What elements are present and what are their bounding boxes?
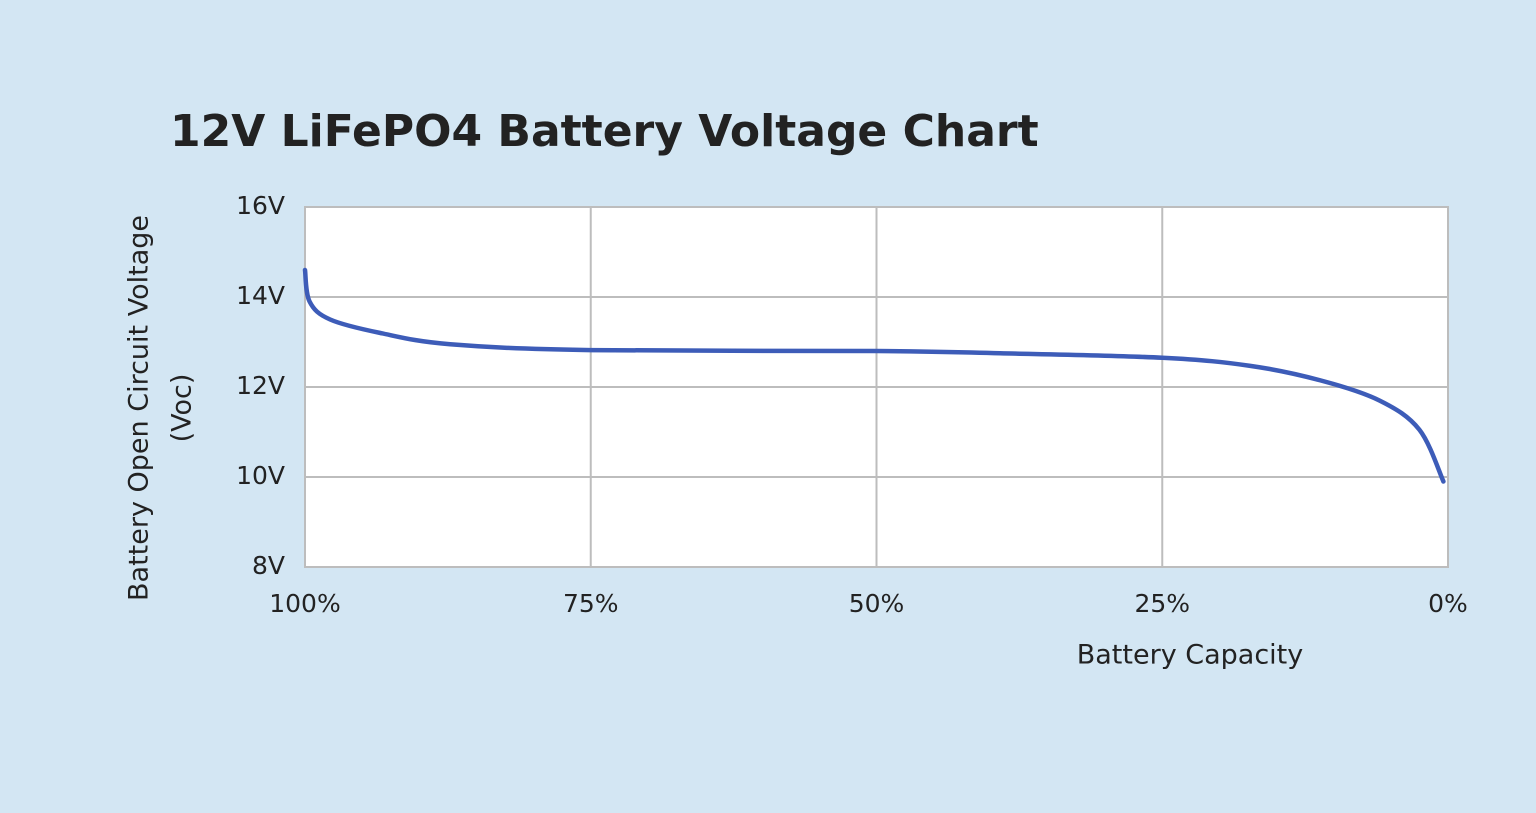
y-tick-label: 16V — [236, 191, 285, 220]
x-tick-label: 50% — [849, 589, 905, 618]
y-tick-label: 10V — [236, 461, 285, 490]
chart-title: 12V LiFePO4 Battery Voltage Chart — [170, 106, 1039, 157]
y-tick-label: 8V — [252, 551, 285, 580]
x-tick-label: 0% — [1428, 589, 1468, 618]
x-tick-label: 75% — [563, 589, 619, 618]
x-tick-label: 100% — [269, 589, 340, 618]
y-axis-label: Battery Open Circuit Voltage — [124, 215, 155, 601]
x-tick-label: 25% — [1134, 589, 1190, 618]
y-tick-label: 14V — [236, 281, 285, 310]
y-axis-label: (Voc) — [167, 374, 198, 443]
x-axis-label: Battery Capacity — [1077, 640, 1304, 671]
data-line — [302, 267, 1446, 484]
y-tick-label: 12V — [236, 371, 285, 400]
